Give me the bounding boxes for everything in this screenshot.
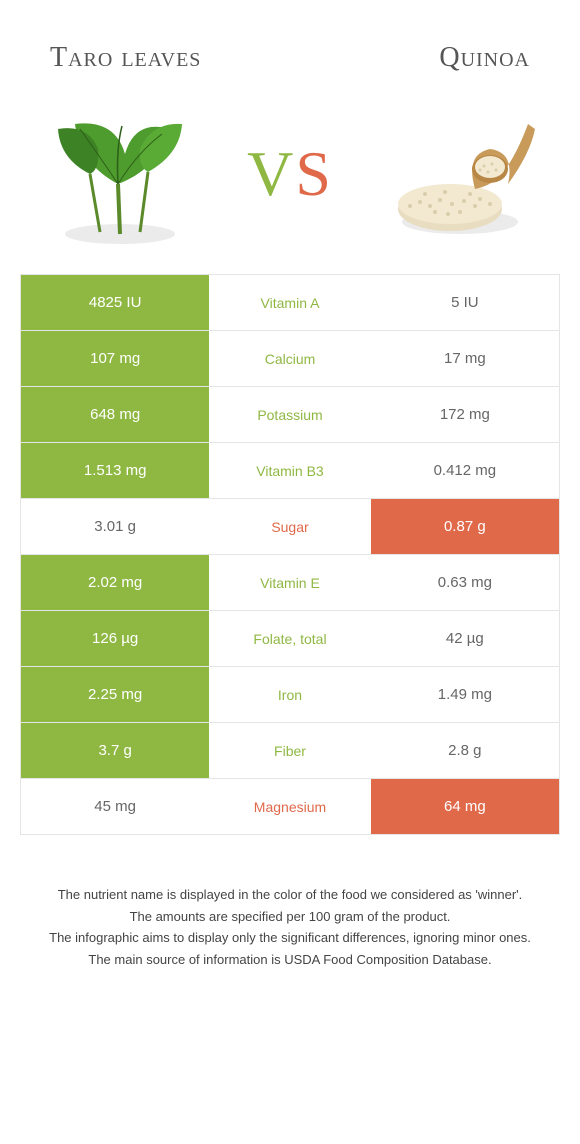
left-value: 107 mg [21, 331, 209, 386]
table-row: 107 mgCalcium17 mg [21, 331, 559, 387]
nutrient-name: Iron [209, 667, 370, 722]
left-value: 2.02 mg [21, 555, 209, 610]
right-value: 172 mg [371, 387, 559, 442]
vs-v: V [247, 138, 295, 209]
right-value: 0.412 mg [371, 443, 559, 498]
footer-line-2: The amounts are specified per 100 gram o… [30, 907, 550, 927]
title-left: Taro leaves [50, 42, 201, 74]
left-value: 4825 IU [21, 275, 209, 330]
table-row: 4825 IUVitamin A5 IU [21, 275, 559, 331]
hero-row: VS [0, 84, 580, 274]
quinoa-image [380, 94, 540, 254]
left-value: 648 mg [21, 387, 209, 442]
right-value: 0.87 g [371, 499, 559, 554]
left-value: 45 mg [21, 779, 209, 834]
left-value: 3.7 g [21, 723, 209, 778]
table-row: 2.02 mgVitamin E0.63 mg [21, 555, 559, 611]
vs-label: VS [247, 137, 333, 211]
nutrient-name: Vitamin B3 [209, 443, 370, 498]
table-row: 1.513 mgVitamin B30.412 mg [21, 443, 559, 499]
left-value: 1.513 mg [21, 443, 209, 498]
right-value: 5 IU [371, 275, 559, 330]
table-row: 3.01 gSugar0.87 g [21, 499, 559, 555]
table-row: 3.7 gFiber2.8 g [21, 723, 559, 779]
taro-leaves-image [40, 94, 200, 254]
left-value: 2.25 mg [21, 667, 209, 722]
footer-line-1: The nutrient name is displayed in the co… [30, 885, 550, 905]
right-value: 42 µg [371, 611, 559, 666]
vs-s: S [295, 138, 333, 209]
nutrient-name: Calcium [209, 331, 370, 386]
table-row: 126 µgFolate, total42 µg [21, 611, 559, 667]
table-row: 45 mgMagnesium64 mg [21, 779, 559, 835]
comparison-table: 4825 IUVitamin A5 IU107 mgCalcium17 mg64… [20, 274, 560, 835]
title-right: Quinoa [439, 42, 530, 74]
left-value: 3.01 g [21, 499, 209, 554]
nutrient-name: Vitamin A [209, 275, 370, 330]
nutrient-name: Sugar [209, 499, 370, 554]
nutrient-name: Folate, total [209, 611, 370, 666]
table-row: 2.25 mgIron1.49 mg [21, 667, 559, 723]
right-value: 0.63 mg [371, 555, 559, 610]
right-value: 64 mg [371, 779, 559, 834]
table-row: 648 mgPotassium172 mg [21, 387, 559, 443]
right-value: 17 mg [371, 331, 559, 386]
left-value: 126 µg [21, 611, 209, 666]
footer-notes: The nutrient name is displayed in the co… [30, 885, 550, 969]
nutrient-name: Potassium [209, 387, 370, 442]
right-value: 2.8 g [371, 723, 559, 778]
footer-line-4: The main source of information is USDA F… [30, 950, 550, 970]
nutrient-name: Fiber [209, 723, 370, 778]
nutrient-name: Magnesium [209, 779, 370, 834]
nutrient-name: Vitamin E [209, 555, 370, 610]
footer-line-3: The infographic aims to display only the… [30, 928, 550, 948]
header: Taro leaves Quinoa [0, 0, 580, 84]
right-value: 1.49 mg [371, 667, 559, 722]
